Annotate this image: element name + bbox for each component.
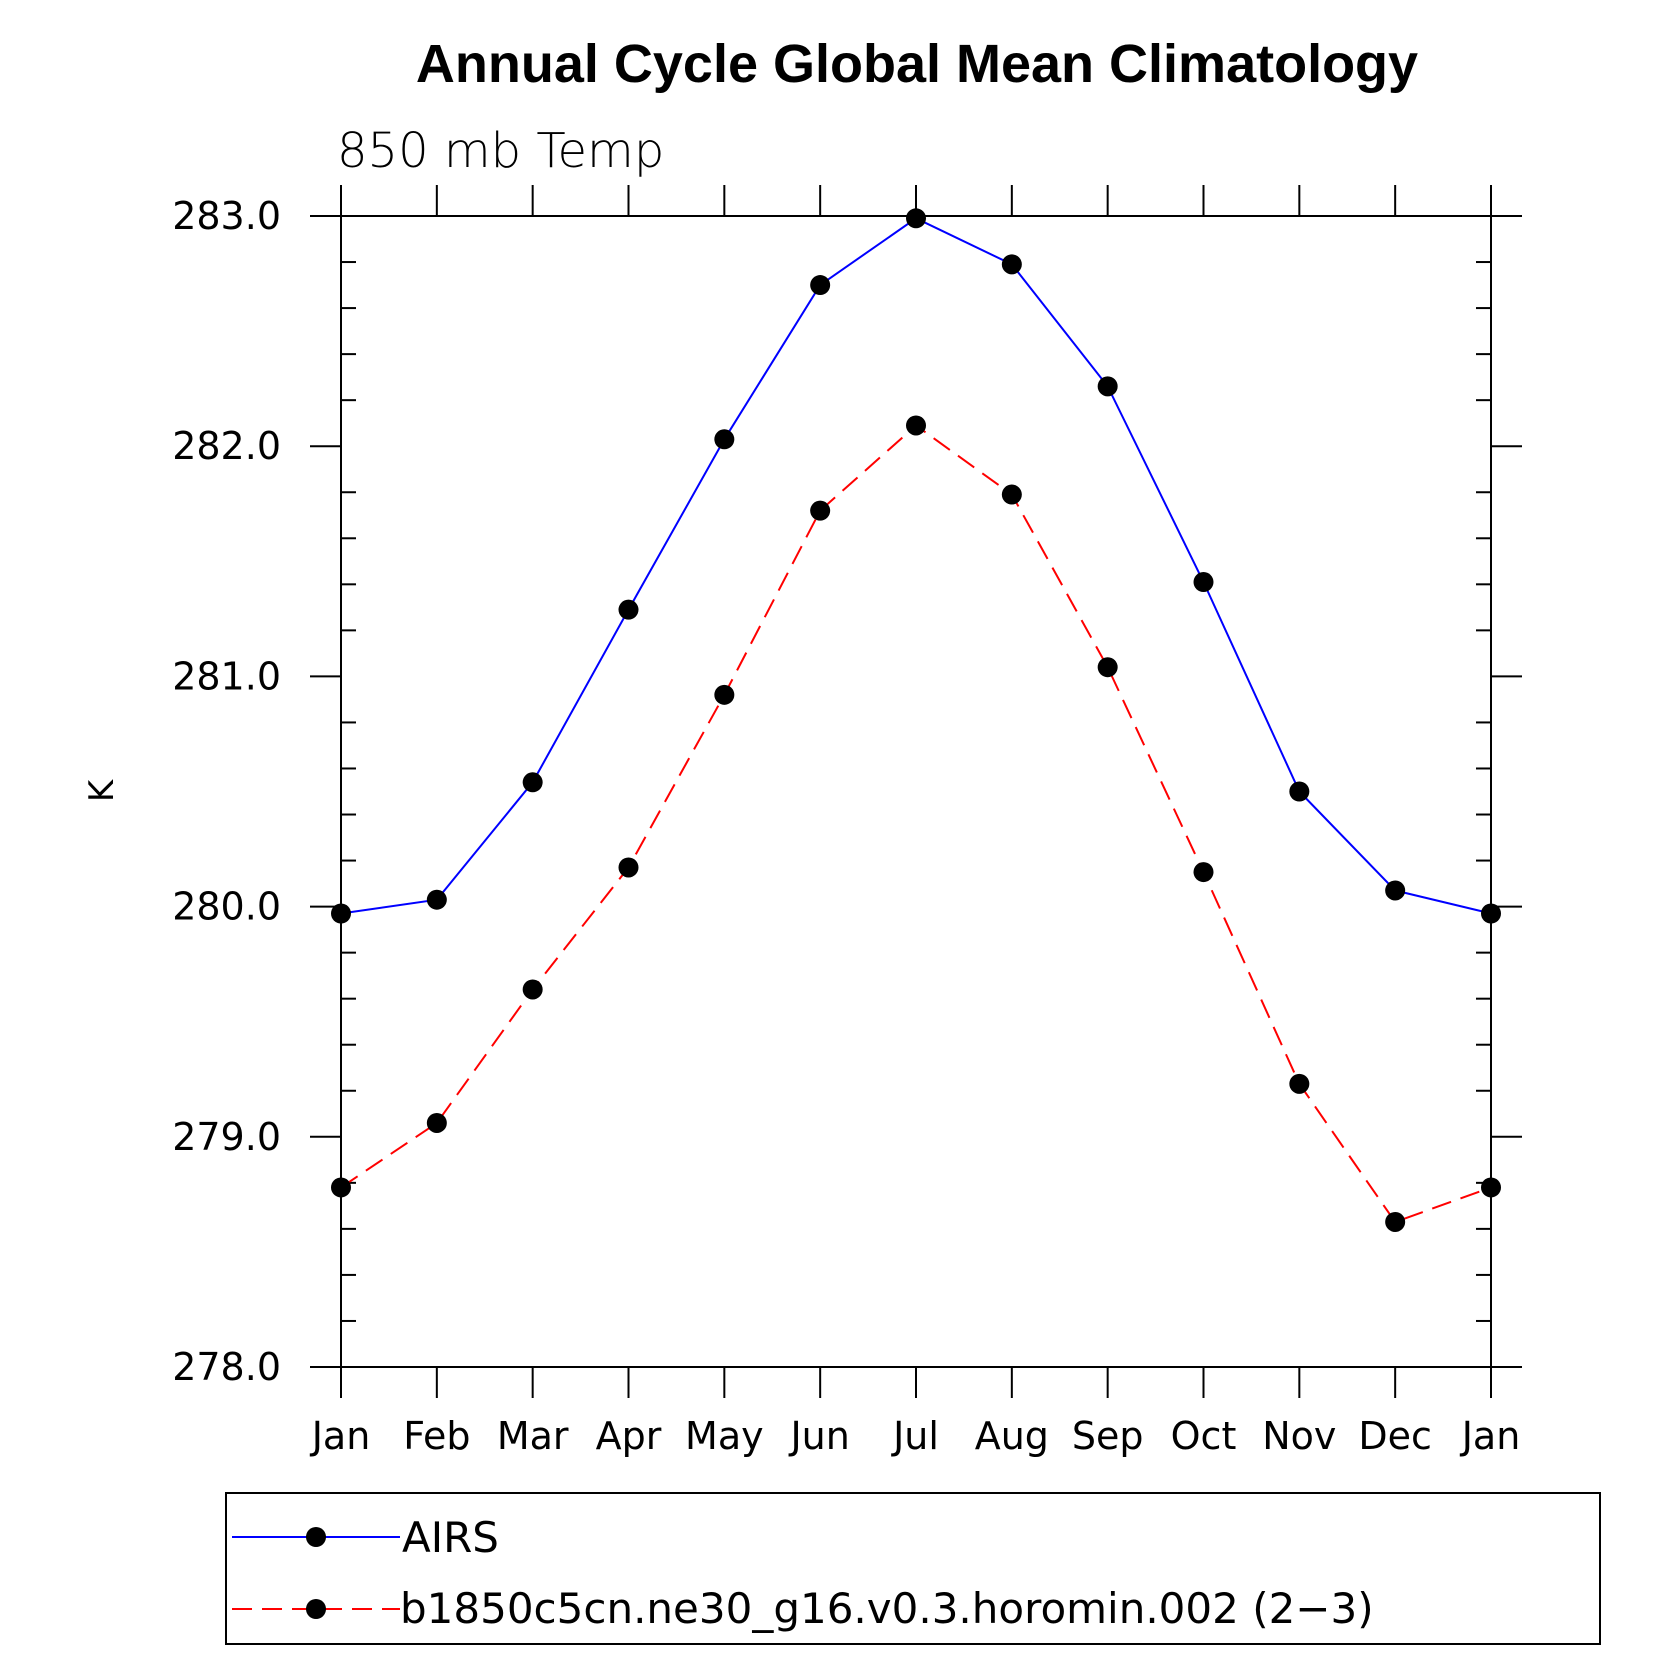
- series-1-point: [1385, 1211, 1406, 1232]
- series-1-point: [1289, 1073, 1310, 1094]
- x-tick-label: Jan: [1460, 1414, 1521, 1458]
- series-0-point: [1097, 376, 1118, 397]
- series-1-point: [426, 1112, 447, 1133]
- x-tick-label: Mar: [497, 1414, 569, 1458]
- chart-title: Annual Cycle Global Mean Climatology: [416, 34, 1418, 94]
- series-0-point: [331, 903, 351, 924]
- legend-model-label: b1850c5cn.ne30_g16.v0.3.horomin.002 (2−3…: [400, 1584, 1374, 1633]
- series-1-point: [1481, 1177, 1501, 1198]
- series-0-point: [426, 889, 447, 910]
- y-tick-label: 283.0: [172, 194, 281, 238]
- x-tick-label: Apr: [596, 1414, 662, 1458]
- series-line-0: [340, 217, 1492, 915]
- legend-airs-marker: [306, 1527, 326, 1547]
- series-0-point: [618, 599, 639, 620]
- y-tick-label: 278.0: [172, 1345, 281, 1389]
- series-0-point: [1001, 254, 1022, 275]
- y-tick-label: 281.0: [172, 654, 281, 698]
- legend: AIRS b1850c5cn.ne30_g16.v0.3.horomin.002…: [225, 1492, 1601, 1645]
- series-0-point: [906, 208, 926, 229]
- series-1-point: [810, 500, 831, 521]
- x-tick-label: May: [685, 1414, 764, 1458]
- x-tick-label: Aug: [975, 1414, 1049, 1458]
- series-0-point: [1385, 880, 1406, 901]
- x-tick-label: Nov: [1262, 1414, 1336, 1458]
- series-0-point: [1481, 903, 1501, 924]
- x-tick-label: Jan: [310, 1414, 371, 1458]
- legend-airs-label: AIRS: [402, 1513, 499, 1562]
- x-tick-label: Sep: [1072, 1414, 1144, 1458]
- y-tick-label: 280.0: [172, 885, 281, 929]
- series-0-point: [522, 772, 543, 793]
- x-tick-label: Jul: [891, 1414, 939, 1458]
- series-1-point: [1097, 657, 1118, 678]
- series-line-1: [340, 424, 1492, 1224]
- series-0-point: [1193, 572, 1214, 593]
- x-tick-label: Dec: [1358, 1414, 1432, 1458]
- series-1-point: [1193, 862, 1214, 883]
- x-tick-label: Feb: [403, 1414, 470, 1458]
- plot-frame: [340, 215, 1492, 1368]
- series-1-point: [331, 1177, 351, 1198]
- y-tick-label: 279.0: [172, 1115, 281, 1159]
- y-axis-label: K: [82, 778, 122, 802]
- series-0-point: [810, 275, 831, 296]
- axes: Jan Feb Mar Apr May Jun Jul Aug Sep Oct Nov Dec Jan 2…: [172, 185, 1522, 1458]
- legend-box: [225, 1492, 1601, 1645]
- series-layer: [331, 208, 1501, 1232]
- series-1-point: [618, 857, 639, 878]
- legend-model-marker: [306, 1599, 326, 1619]
- x-tick-label: Jun: [788, 1414, 849, 1458]
- chart-subtitle: 850 mb Temp: [337, 123, 664, 179]
- series-0-point: [1289, 781, 1310, 802]
- series-1-point: [522, 979, 543, 1000]
- series-1-point: [714, 684, 735, 705]
- series-0-point: [714, 429, 735, 450]
- series-1-point: [1001, 484, 1022, 505]
- series-1-point: [906, 415, 926, 436]
- x-tick-label: Oct: [1171, 1414, 1237, 1458]
- y-tick-label: 282.0: [172, 424, 281, 468]
